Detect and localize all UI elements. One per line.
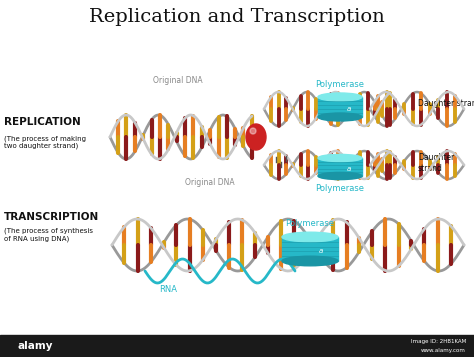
Bar <box>282 237 338 261</box>
Text: Original DNA: Original DNA <box>185 178 235 187</box>
Text: alamy: alamy <box>18 341 54 351</box>
Text: REPLICATION: REPLICATION <box>4 117 81 127</box>
Ellipse shape <box>250 128 256 134</box>
Text: Polymerase: Polymerase <box>316 183 365 192</box>
Bar <box>318 158 362 176</box>
Ellipse shape <box>318 154 362 162</box>
Text: Daughter
strand: Daughter strand <box>418 153 454 173</box>
Text: RNA: RNA <box>159 285 177 294</box>
Ellipse shape <box>318 113 362 121</box>
Text: a: a <box>346 106 351 112</box>
Ellipse shape <box>246 124 266 150</box>
Text: (The process of making
two daughter strand): (The process of making two daughter stra… <box>4 135 86 149</box>
Text: Replication and Transcription: Replication and Transcription <box>89 8 385 26</box>
Text: Original DNA: Original DNA <box>153 76 203 85</box>
Text: (The process of synthesis
of RNA using DNA): (The process of synthesis of RNA using D… <box>4 228 93 242</box>
Ellipse shape <box>282 232 338 242</box>
Text: a: a <box>319 248 323 255</box>
Bar <box>0 335 474 357</box>
Text: a: a <box>346 166 351 172</box>
Bar <box>318 97 362 117</box>
Text: Polymerase: Polymerase <box>316 80 365 89</box>
Ellipse shape <box>318 172 362 180</box>
Text: Daughter strand: Daughter strand <box>418 100 474 109</box>
Text: Image ID: 2HB1KAM: Image ID: 2HB1KAM <box>411 339 466 344</box>
Ellipse shape <box>282 256 338 266</box>
Text: TRANSCRIPTION: TRANSCRIPTION <box>4 212 99 222</box>
Text: www.alamy.com: www.alamy.com <box>421 348 466 353</box>
Ellipse shape <box>318 93 362 101</box>
Text: Polymerase: Polymerase <box>285 219 335 228</box>
